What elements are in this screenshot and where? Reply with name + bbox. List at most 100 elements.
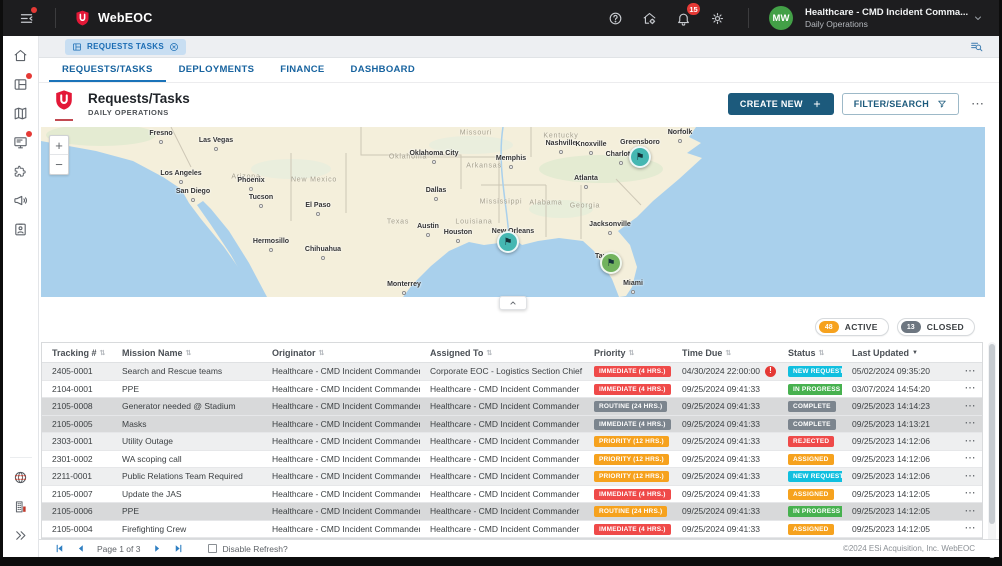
col-time-due[interactable]: Time Due ⇅ — [672, 348, 778, 358]
sort-icon[interactable]: ⇅ — [99, 349, 106, 357]
time-due-value: 09/25/2024 09:41:33 — [682, 471, 760, 482]
active-filter-button[interactable]: 48 ACTIVE — [814, 318, 889, 336]
city-label: San Diego — [175, 188, 211, 195]
row-actions-button[interactable]: ⋯ — [964, 469, 976, 482]
tab-deployments[interactable]: DEPLOYMENTS — [178, 63, 255, 75]
col-mission[interactable]: Mission Name ⇅ — [112, 348, 262, 358]
sidebar-item-monitor[interactable] — [10, 131, 32, 153]
table-row[interactable]: 2105-0007 Update the JAS Healthcare - CMD … — [42, 485, 982, 503]
sidebar-item-id-badge[interactable] — [10, 218, 32, 240]
tab-requests-tasks[interactable]: REQUESTS/TASKS — [49, 58, 166, 82]
sort-icon[interactable]: ⇅ — [318, 349, 325, 357]
tab-dashboard[interactable]: DASHBOARD — [350, 63, 415, 75]
sidebar-item-map[interactable] — [10, 102, 32, 124]
brand[interactable]: WebEOC — [74, 8, 152, 28]
sort-icon[interactable]: ⇅ — [725, 349, 732, 357]
user-menu-button[interactable] — [967, 7, 989, 29]
col-priority[interactable]: Priority ⇅ — [584, 348, 672, 358]
scrollbar-thumb[interactable] — [989, 344, 995, 524]
close-tab-icon[interactable] — [169, 42, 179, 52]
sidebar-item-megaphone[interactable] — [10, 189, 32, 211]
row-actions-button[interactable]: ⋯ — [964, 452, 976, 465]
collapse-map-button[interactable] — [499, 296, 527, 310]
create-new-button[interactable]: CREATE NEW — [727, 93, 834, 115]
sort-icon[interactable]: ⇅ — [185, 349, 192, 357]
city-dot — [509, 165, 513, 169]
priority-badge: PRIORITY (12 HRS.) — [594, 471, 669, 483]
sidebar-item-board[interactable] — [10, 73, 32, 95]
table-row[interactable]: 2301-0002 WA scoping call Healthcare - CMD… — [42, 450, 982, 468]
status-badge: ASSIGNED — [788, 453, 834, 465]
row-actions-button[interactable]: ⋯ — [964, 417, 976, 430]
notifications-button[interactable]: 15 — [672, 3, 700, 29]
closed-filter-button[interactable]: 13 CLOSED — [896, 318, 975, 336]
open-tab-requests-tasks[interactable]: REQUESTS TASKS — [65, 38, 186, 55]
col-tracking[interactable]: Tracking # ⇅ — [42, 348, 112, 358]
prev-page-button[interactable] — [73, 543, 87, 555]
sort-desc-icon[interactable]: ▼ — [912, 349, 918, 356]
user-block[interactable]: Healthcare - CMD Incident Comma... Daily… — [805, 7, 968, 30]
col-status[interactable]: Status ⇅ — [778, 348, 842, 358]
sidebar-item-building[interactable] — [10, 495, 32, 517]
table-row[interactable]: 2104-0001 PPE Healthcare - CMD Incident Co… — [42, 380, 982, 398]
row-actions-button[interactable]: ⋯ — [964, 504, 976, 517]
board-search-button[interactable] — [965, 36, 987, 58]
row-actions-button[interactable]: ⋯ — [964, 434, 976, 447]
col-originator[interactable]: Originator ⇅ — [262, 348, 420, 358]
table-row[interactable]: 2105-0004 Firefighting Crew Healthcare - C… — [42, 520, 982, 538]
next-page-button[interactable] — [150, 543, 164, 555]
city-dot — [179, 180, 183, 184]
col-assigned[interactable]: Assigned To ⇅ — [420, 348, 584, 358]
sort-icon[interactable]: ⇅ — [486, 349, 493, 357]
col-label: Priority — [594, 347, 626, 358]
sort-icon[interactable]: ⇅ — [818, 349, 825, 357]
disable-refresh-checkbox[interactable] — [208, 544, 218, 553]
home-settings-button[interactable] — [638, 7, 660, 29]
sidebar-item-globe[interactable] — [10, 466, 32, 488]
first-page-button[interactable] — [52, 543, 66, 555]
avatar[interactable]: MW — [769, 6, 793, 30]
cell-mission: Masks — [122, 418, 147, 429]
settings-button[interactable] — [706, 7, 728, 29]
sidebar-item-puzzle[interactable] — [10, 160, 32, 182]
cell-originator: Healthcare - CMD Incident Commander — [272, 523, 420, 534]
map[interactable]: Fresno Las Vegas Los Angeles Phoenix San Die… — [41, 127, 985, 297]
scroll-down-arrow[interactable]: ▼ — [989, 554, 995, 560]
col-last-updated[interactable]: Last Updated ▼ — [842, 348, 958, 358]
table-row[interactable]: 2105-0008 Generator needed @ Stadium Healt… — [42, 398, 982, 416]
sidebar-item-home[interactable] — [10, 44, 32, 66]
cell-originator: Healthcare - CMD Incident Commander — [272, 401, 420, 412]
table-row[interactable]: 2105-0006 PPE Healthcare - CMD Incident Co… — [42, 503, 982, 521]
mission-map-marker[interactable]: ⚑ — [600, 252, 622, 274]
mission-map-marker[interactable]: ⚑ — [497, 231, 519, 253]
vertical-scrollbar[interactable]: ▼ — [988, 342, 996, 560]
chevron-down-icon — [972, 12, 984, 24]
filter-search-button[interactable]: FILTER/SEARCH — [841, 93, 959, 115]
city-label: Tucson — [248, 194, 274, 201]
cell-last-updated: 09/25/2023 14:12:06 — [852, 453, 930, 464]
cell-originator: Healthcare - CMD Incident Commander — [272, 366, 420, 377]
zoom-out-button[interactable]: − — [55, 157, 63, 172]
row-actions-button[interactable]: ⋯ — [964, 364, 976, 377]
last-page-button[interactable] — [171, 543, 185, 555]
table-row[interactable]: 2211-0001 Public Relations Team Required H… — [42, 468, 982, 486]
table-row[interactable]: 2405-0001 Search and Rescue teams Healthca… — [42, 363, 982, 381]
state-label: Kentucky — [543, 132, 579, 140]
help-button[interactable] — [604, 7, 626, 29]
row-actions-button[interactable]: ⋯ — [964, 382, 976, 395]
row-actions-button[interactable]: ⋯ — [964, 487, 976, 500]
more-options-button[interactable]: ⋯ — [971, 96, 985, 111]
row-actions-button[interactable]: ⋯ — [964, 522, 976, 535]
zoom-in-button[interactable]: + — [50, 136, 68, 155]
sidebar-item-chevrons-right[interactable] — [10, 524, 32, 546]
tab-finance[interactable]: FINANCE — [280, 63, 325, 75]
table-row[interactable]: 2303-0001 Utility Outage Healthcare - CMD … — [42, 433, 982, 451]
mission-map-marker[interactable]: ⚑ — [629, 146, 651, 168]
row-actions-button[interactable]: ⋯ — [964, 399, 976, 412]
sort-icon[interactable]: ⇅ — [628, 349, 635, 357]
col-label: Last Updated — [852, 347, 910, 358]
collapse-menu-button[interactable] — [15, 7, 37, 29]
table-row[interactable]: 2105-0005 Masks Healthcare - CMD Incident … — [42, 415, 982, 433]
cell-tracking: 2405-0001 — [52, 366, 93, 377]
cell-time-due: 09/25/2024 09:41:33 — [672, 419, 778, 429]
